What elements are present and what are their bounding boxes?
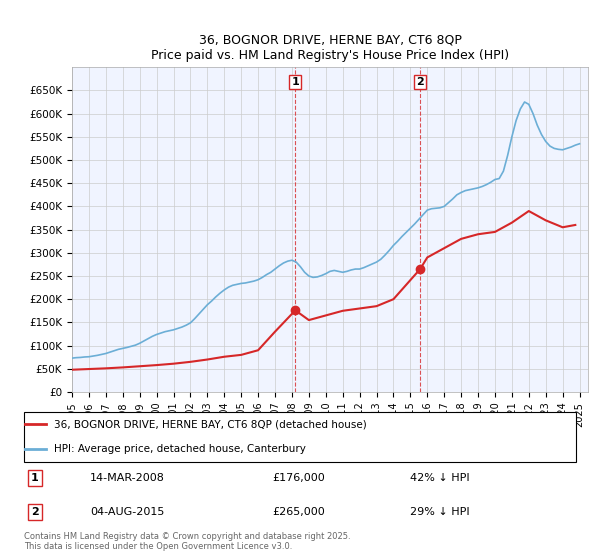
FancyBboxPatch shape	[24, 412, 576, 462]
Text: 1: 1	[31, 473, 39, 483]
Text: Contains HM Land Registry data © Crown copyright and database right 2025.
This d: Contains HM Land Registry data © Crown c…	[24, 532, 350, 552]
Text: 36, BOGNOR DRIVE, HERNE BAY, CT6 8QP (detached house): 36, BOGNOR DRIVE, HERNE BAY, CT6 8QP (de…	[55, 419, 367, 429]
Text: £265,000: £265,000	[272, 507, 325, 517]
Text: 2: 2	[416, 77, 424, 87]
Text: HPI: Average price, detached house, Canterbury: HPI: Average price, detached house, Cant…	[55, 445, 306, 454]
Text: 04-AUG-2015: 04-AUG-2015	[90, 507, 164, 517]
Text: 2: 2	[31, 507, 39, 517]
Text: 42% ↓ HPI: 42% ↓ HPI	[410, 473, 470, 483]
Text: 29% ↓ HPI: 29% ↓ HPI	[410, 507, 470, 517]
Text: £176,000: £176,000	[272, 473, 325, 483]
Text: 14-MAR-2008: 14-MAR-2008	[90, 473, 165, 483]
Title: 36, BOGNOR DRIVE, HERNE BAY, CT6 8QP
Price paid vs. HM Land Registry's House Pri: 36, BOGNOR DRIVE, HERNE BAY, CT6 8QP Pri…	[151, 34, 509, 62]
Text: 1: 1	[292, 77, 299, 87]
